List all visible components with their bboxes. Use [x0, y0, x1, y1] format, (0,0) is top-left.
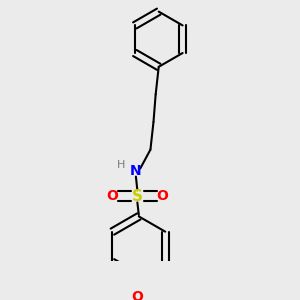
Text: S: S [132, 189, 143, 204]
Text: N: N [130, 164, 142, 178]
Text: O: O [107, 189, 118, 203]
Text: O: O [156, 189, 168, 203]
Text: H: H [117, 160, 125, 170]
Text: O: O [131, 290, 143, 300]
